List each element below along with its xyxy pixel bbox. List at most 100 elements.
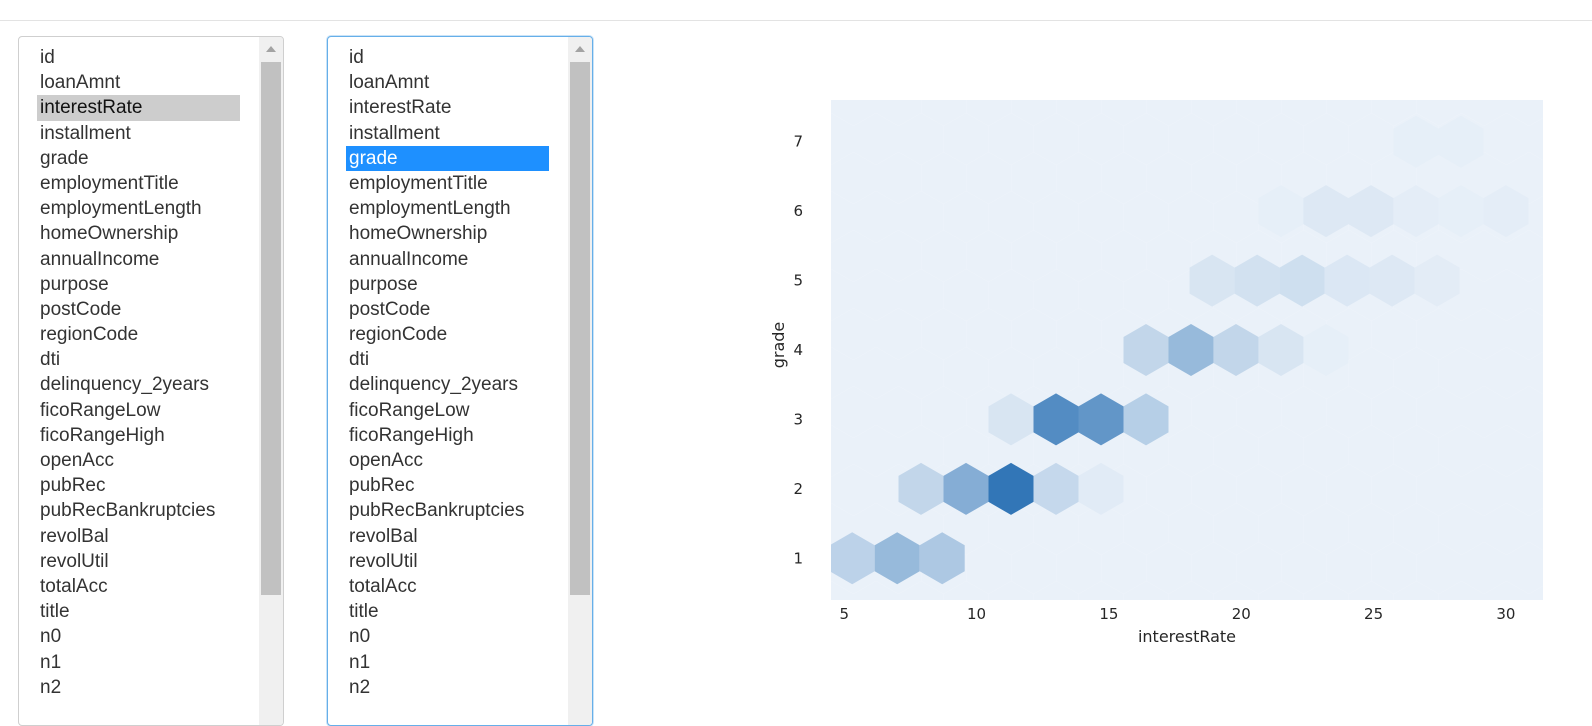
list-option[interactable]: openAcc (40, 450, 114, 471)
list-option[interactable]: n0 (40, 626, 62, 648)
list-option[interactable]: installment (349, 122, 440, 144)
y-tick-label: 1 (793, 549, 803, 567)
hex-background (1281, 152, 1327, 204)
list-option[interactable]: openAcc (349, 450, 423, 471)
hex-background (1552, 152, 1561, 204)
hex-background (1123, 581, 1169, 600)
list-option[interactable]: ficoRangeHigh (349, 424, 474, 446)
list-option[interactable]: totalAcc (349, 575, 417, 597)
hex-background (1236, 152, 1282, 204)
list-option[interactable]: employmentTitle (349, 172, 488, 194)
list-option[interactable]: id (40, 47, 55, 68)
list-option[interactable]: n1 (40, 651, 62, 673)
hex-background (1191, 464, 1237, 516)
list-option[interactable]: purpose (40, 273, 109, 295)
hex-background (764, 581, 809, 633)
list-option[interactable]: purpose (349, 273, 418, 295)
list-option[interactable]: pubRec (349, 475, 415, 497)
hex-background (1552, 386, 1561, 438)
list-option[interactable]: delinquency_2years (349, 374, 519, 396)
list-option[interactable]: loanAmnt (349, 72, 430, 94)
list-option[interactable]: revolBal (40, 525, 109, 547)
list-option[interactable]: title (349, 601, 379, 623)
list-option[interactable]: postCode (349, 298, 431, 320)
list-option[interactable]: revolUtil (349, 550, 418, 572)
list-option[interactable]: postCode (40, 298, 122, 320)
hex-background (1394, 60, 1439, 87)
hex-background (1506, 386, 1543, 438)
list-option[interactable]: pubRecBankruptcies (349, 500, 525, 522)
hex-background (1371, 464, 1417, 516)
hex-background (853, 425, 899, 477)
hex-background (1529, 117, 1543, 161)
list-option[interactable]: homeOwnership (40, 223, 179, 245)
hex-background (1056, 152, 1102, 204)
hex-background (921, 230, 967, 282)
hex-background (1371, 152, 1417, 204)
hex-background (1033, 581, 1079, 600)
list-option[interactable]: homeOwnership (349, 223, 488, 245)
list-option[interactable]: employmentTitle (40, 172, 179, 194)
list-option[interactable]: interestRate (349, 97, 452, 119)
scrollbar[interactable] (259, 37, 283, 725)
scrollbar-thumb[interactable] (261, 62, 281, 595)
list-option[interactable]: n1 (349, 651, 371, 673)
hex-bin (943, 462, 989, 515)
list-option[interactable]: ficoRangeHigh (40, 424, 165, 446)
list-option-selected[interactable]: interestRate (37, 95, 240, 121)
hex-background (1033, 113, 1079, 165)
list-option[interactable]: installment (40, 122, 131, 144)
hex-background (831, 581, 854, 600)
list-option[interactable]: pubRecBankruptcies (40, 500, 216, 522)
list-option[interactable]: id (349, 47, 364, 68)
list-option[interactable]: revolBal (349, 525, 418, 547)
hex-background (831, 152, 876, 204)
hex-background (853, 581, 899, 600)
list-option[interactable]: regionCode (40, 324, 139, 346)
scrollbar[interactable] (568, 37, 592, 725)
scroll-up-arrow-icon[interactable] (266, 46, 276, 52)
hex-background (1078, 113, 1124, 165)
list-option[interactable]: annualIncome (349, 248, 469, 270)
list-option[interactable]: pubRec (40, 475, 106, 497)
scrollbar-thumb[interactable] (570, 62, 590, 595)
hex-bin (1078, 462, 1124, 515)
hex-background (1168, 191, 1214, 243)
list-option-selected[interactable]: grade (346, 145, 549, 171)
hex-background (1236, 542, 1282, 594)
list-option[interactable]: title (40, 601, 70, 623)
hex-background (1123, 269, 1169, 321)
list-option[interactable]: employmentLength (349, 198, 511, 220)
list-option[interactable]: employmentLength (40, 198, 202, 220)
hex-background (1484, 425, 1529, 477)
list-option[interactable]: dti (349, 349, 370, 371)
list-option[interactable]: dti (40, 349, 61, 371)
hex-background (1416, 100, 1462, 126)
hex-background (1529, 585, 1543, 600)
list-option[interactable]: loanAmnt (40, 72, 121, 94)
list-option[interactable]: delinquency_2years (40, 374, 210, 396)
hex-bin (1303, 185, 1349, 238)
hex-background (943, 581, 989, 600)
hex-background (1123, 191, 1169, 243)
hex-background (1326, 542, 1372, 594)
scroll-up-arrow-icon[interactable] (575, 46, 585, 52)
hex-background (1529, 273, 1543, 317)
list-option[interactable]: n2 (40, 676, 62, 698)
hex-bin (1189, 254, 1235, 307)
column-list-y[interactable]: id loanAmnt interestRate installment grade em… (327, 36, 593, 726)
hex-background (831, 269, 854, 321)
list-option[interactable]: revolUtil (40, 550, 109, 572)
list-option[interactable]: regionCode (349, 324, 448, 346)
list-option[interactable]: grade (40, 147, 89, 169)
hex-bin (1393, 115, 1439, 168)
list-option[interactable]: ficoRangeLow (349, 399, 470, 421)
hex-background (1281, 542, 1327, 594)
column-list-x[interactable]: id loanAmnt interestRate installment grade em… (18, 36, 284, 726)
hex-background (1552, 74, 1561, 126)
list-option[interactable]: n0 (349, 626, 371, 648)
list-option[interactable]: n2 (349, 676, 371, 698)
list-option[interactable]: totalAcc (40, 575, 108, 597)
list-option[interactable]: annualIncome (40, 248, 160, 270)
list-option[interactable]: ficoRangeLow (40, 399, 161, 421)
